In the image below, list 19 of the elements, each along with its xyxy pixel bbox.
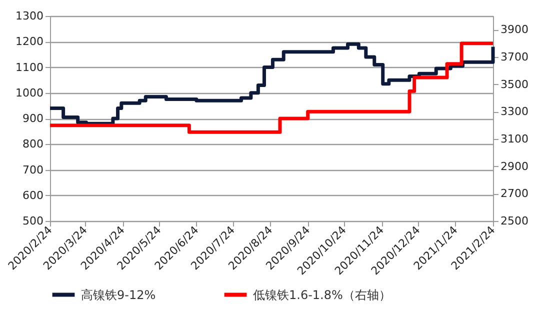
- y2-tick-label: 2900: [500, 160, 528, 173]
- y2-tick-label: 3900: [500, 23, 528, 36]
- legend-label: 低镍铁1.6-1.8%（右轴）: [253, 288, 391, 302]
- y2-tick-label: 3100: [500, 132, 528, 146]
- y-tick-label: 900: [22, 112, 44, 125]
- y2-tick-label: 3300: [500, 105, 528, 118]
- y-tick-label: 800: [22, 138, 44, 151]
- y2-tick-label: 2700: [500, 187, 528, 200]
- y-tick-label: 500: [22, 214, 44, 228]
- y2-tick-label: 3700: [500, 50, 528, 64]
- y-tick-label: 1300: [16, 10, 44, 22]
- y2-tick-label: 3500: [500, 78, 528, 91]
- y-tick-label: 700: [22, 163, 44, 176]
- y2-tick-label: 2500: [500, 214, 528, 228]
- y-tick-label: 600: [22, 188, 44, 202]
- y-tick-label: 1100: [16, 60, 44, 74]
- y-tick-label: 1200: [16, 35, 44, 48]
- legend-label: 高镍铁9-12%: [81, 288, 156, 302]
- y-tick-label: 1000: [16, 86, 44, 100]
